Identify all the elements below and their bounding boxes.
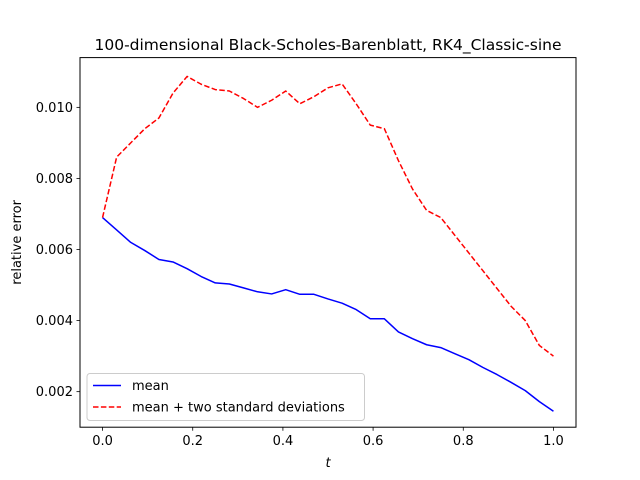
- series-line-mean-plus-two-std: [101, 75, 554, 357]
- series-line-mean: [102, 216, 554, 412]
- x-axis-label: t: [325, 456, 331, 471]
- y-tick-label: 0.004: [36, 314, 73, 329]
- x-axis: 0.0 0.2 0.4 0.6 0.8 1.0: [92, 427, 564, 449]
- chart-title: 100-dimensional Black-Scholes-Barenblatt…: [94, 36, 561, 55]
- legend-label-mean: mean: [132, 379, 169, 394]
- x-tick-label: 0.8: [453, 434, 474, 449]
- y-axis-label: relative error: [10, 199, 25, 284]
- series-layer: [101, 75, 554, 412]
- x-tick-label: 0.6: [363, 434, 384, 449]
- y-tick-label: 0.008: [36, 172, 73, 187]
- y-axis: 0.002 0.004 0.006 0.008 0.010: [36, 101, 80, 400]
- y-tick-label: 0.002: [36, 385, 73, 400]
- y-tick-label: 0.006: [36, 243, 73, 258]
- legend-box: [86, 373, 365, 421]
- y-tick-label: 0.010: [36, 101, 73, 116]
- plot-area: [79, 57, 577, 428]
- legend-label-mean-plus-two-std: mean + two standard deviations: [132, 401, 345, 416]
- x-tick-label: 0.4: [273, 434, 294, 449]
- x-tick-label: 1.0: [543, 434, 564, 449]
- x-tick-label: 0.0: [92, 434, 113, 449]
- x-tick-label: 0.2: [182, 434, 203, 449]
- legend: mean mean + two standard deviations: [86, 373, 365, 421]
